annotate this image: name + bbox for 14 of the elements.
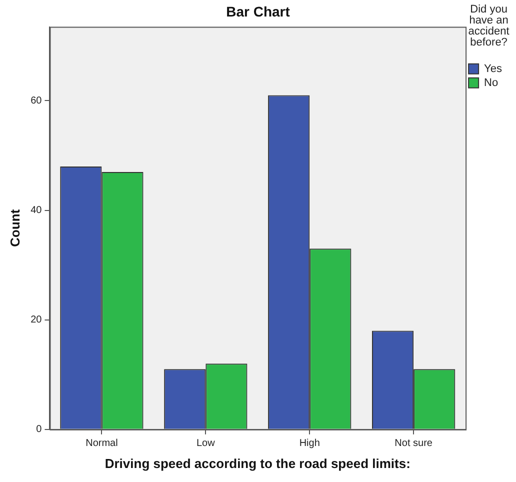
legend-label: Yes bbox=[484, 62, 502, 75]
y-axis-title: Count bbox=[7, 208, 22, 247]
chart-title: Bar Chart bbox=[226, 3, 290, 20]
y-tick-label: 20 bbox=[30, 314, 42, 326]
legend-label: No bbox=[484, 76, 498, 89]
y-tick-label: 60 bbox=[30, 95, 42, 106]
legend-title: Did you have an accident before? bbox=[468, 4, 510, 49]
x-tick-label: Normal bbox=[86, 438, 118, 450]
y-tick-label: 40 bbox=[30, 205, 42, 216]
x-axis-title: Driving speed according to the road speed limits: bbox=[104, 456, 410, 471]
x-tick-label: High bbox=[299, 438, 320, 450]
x-tick-label: Low bbox=[196, 438, 216, 450]
x-tick-label: Not sure bbox=[394, 438, 433, 450]
y-tick-label: 0 bbox=[36, 424, 42, 436]
